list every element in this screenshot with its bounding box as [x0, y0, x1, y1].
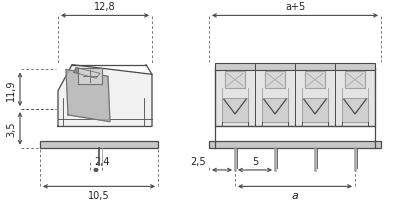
Bar	[225, 72, 245, 88]
Text: 11,9: 11,9	[6, 79, 16, 101]
Bar	[209, 141, 381, 148]
Bar	[215, 63, 375, 71]
Text: 10,5: 10,5	[88, 190, 110, 200]
Bar	[262, 98, 288, 122]
Polygon shape	[58, 65, 152, 127]
Text: 12,8: 12,8	[94, 2, 116, 12]
Bar	[305, 72, 325, 88]
Text: 2,5: 2,5	[190, 156, 206, 166]
Text: a+5: a+5	[285, 2, 305, 12]
Polygon shape	[74, 68, 100, 79]
Bar	[342, 98, 368, 122]
Text: 3,5: 3,5	[6, 121, 16, 137]
Text: 5: 5	[252, 156, 258, 166]
Text: a: a	[292, 190, 298, 200]
Bar	[215, 67, 375, 127]
Bar	[222, 98, 248, 122]
Bar	[40, 141, 158, 148]
Polygon shape	[66, 70, 110, 122]
Bar	[302, 98, 328, 122]
Bar	[345, 72, 365, 88]
Text: 2,4: 2,4	[94, 156, 110, 166]
Bar	[78, 68, 102, 85]
Bar	[265, 72, 285, 88]
